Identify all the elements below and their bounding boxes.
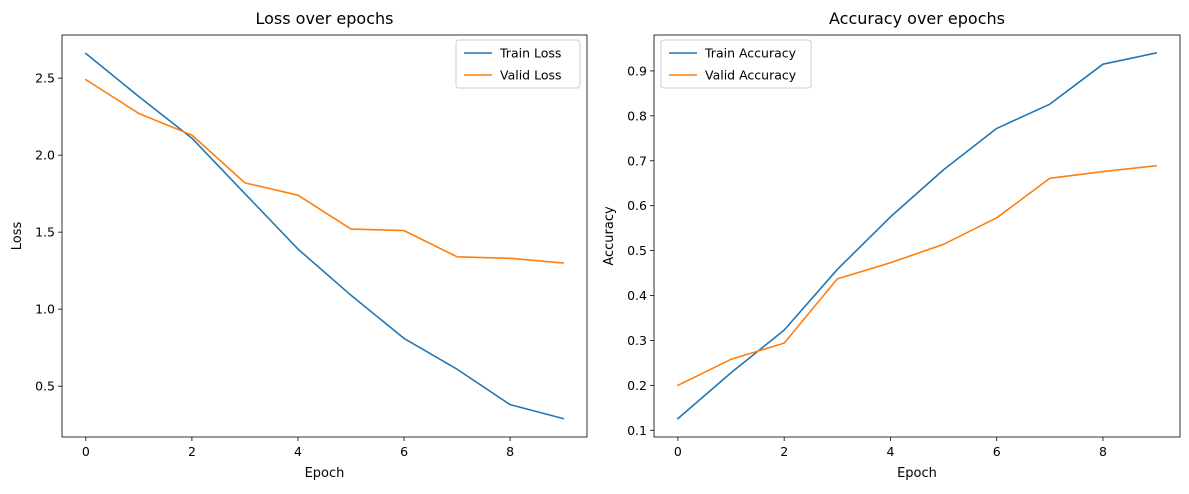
accuracy-series-line-2 — [676, 164, 1157, 387]
accuracy-chart-title: Accuracy over epochs — [829, 9, 1005, 28]
accuracy-legend-label-1: Train Accuracy — [704, 46, 797, 61]
accuracy-x-axis-label: Epoch — [897, 466, 937, 481]
loss-x-tick-label: 0 — [82, 444, 90, 459]
loss-series-line-1 — [84, 52, 565, 420]
loss-y-tick-label: 1.0 — [35, 302, 55, 317]
loss-series-line-2 — [84, 78, 565, 264]
loss-x-tick-label: 8 — [506, 444, 514, 459]
loss-x-tick-label: 6 — [400, 444, 408, 459]
loss-x-tick-label: 2 — [188, 444, 196, 459]
loss-axes-frame — [61, 34, 588, 438]
loss-y-axis-label: Loss — [10, 222, 25, 251]
accuracy-axes-frame — [653, 34, 1181, 438]
accuracy-y-tick-label: 0.6 — [627, 198, 647, 213]
accuracy-x-tick-label: 6 — [993, 444, 1001, 459]
accuracy-panel: Accuracy over epochs Epoch Accuracy 0 2 4 6… — [602, 9, 1181, 481]
accuracy-y-tick-label: 0.5 — [627, 243, 647, 258]
loss-chart-title: Loss over epochs — [255, 9, 393, 28]
accuracy-x-tick-label: 2 — [780, 444, 788, 459]
accuracy-y-axis-label: Accuracy — [602, 206, 617, 266]
loss-y-tick-label: 2.5 — [35, 71, 55, 86]
loss-x-axis-label: Epoch — [305, 466, 345, 481]
accuracy-y-tick-label: 0.3 — [627, 333, 647, 348]
accuracy-y-tick-label: 0.9 — [627, 63, 647, 78]
accuracy-y-tick-label: 0.1 — [627, 423, 647, 438]
loss-y-tick-label: 1.5 — [35, 225, 55, 240]
accuracy-x-tick-label: 0 — [674, 444, 682, 459]
accuracy-x-tick-label: 8 — [1099, 444, 1107, 459]
loss-legend: Train Loss Valid Loss — [455, 39, 581, 89]
loss-panel: Loss over epochs Epoch Loss 0 2 4 6 8 0.5 1.0 1… — [10, 9, 588, 481]
loss-x-tick-label: 4 — [294, 444, 302, 459]
accuracy-y-tick-label: 0.7 — [627, 153, 647, 168]
accuracy-y-tick-label: 0.2 — [627, 378, 647, 393]
loss-legend-label-2: Valid Loss — [500, 68, 562, 83]
loss-y-tick-label: 0.5 — [35, 379, 55, 394]
accuracy-y-tick-label: 0.8 — [627, 108, 647, 123]
accuracy-legend-box — [660, 39, 812, 89]
accuracy-legend-label-2: Valid Accuracy — [705, 68, 797, 83]
loss-legend-box — [455, 39, 581, 89]
accuracy-legend: Train Accuracy Valid Accuracy — [660, 39, 812, 89]
loss-y-tick-label: 2.0 — [35, 148, 55, 163]
accuracy-y-tick-label: 0.4 — [627, 288, 647, 303]
loss-legend-label-1: Train Loss — [499, 46, 561, 61]
accuracy-x-tick-label: 4 — [886, 444, 894, 459]
